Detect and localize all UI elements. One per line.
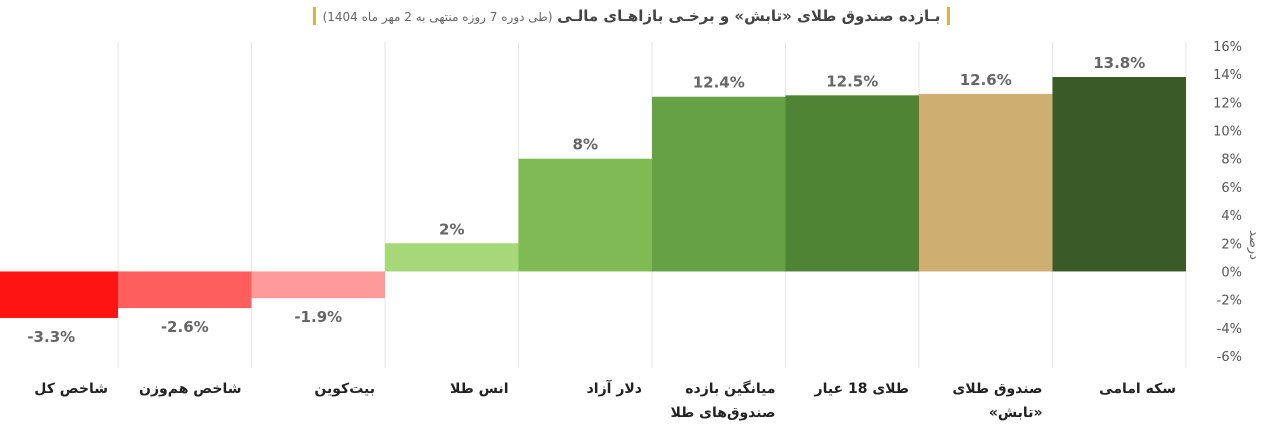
y-tick-label: 0% [1221, 265, 1242, 280]
value-labels: 13.8% 12.6% 12.5% 12.4% 8% 2% -1.9% -2.6% -3.3% [27, 54, 1145, 346]
bar [0, 271, 118, 318]
category-label: میانگین بازده [685, 380, 775, 397]
chart-subtitle: (طی دوره 7 روزه منتهی به 2 مهر ماه 1404) [322, 10, 553, 24]
y-tick-label: 4% [1221, 209, 1242, 224]
category-label: طلای 18 عیار [814, 381, 909, 397]
data-label: 12.4% [693, 74, 745, 92]
data-label: 8% [573, 136, 598, 154]
data-label: 12.5% [826, 72, 878, 90]
chart-title-main: بـازده صندوق طلای «تابش» و برخـی بازاهـا… [557, 7, 941, 25]
y-tick-label: 10% [1213, 125, 1242, 140]
category-label: انس طلا [450, 381, 509, 397]
category-label: بیت‌کوین [314, 381, 375, 397]
category-label: شاخص کل [34, 381, 108, 397]
data-label: 13.8% [1093, 54, 1145, 72]
data-label: 12.6% [960, 71, 1012, 89]
chart-title: بـازده صندوق طلای «تابش» و برخـی بازاهـا… [312, 7, 951, 25]
category-label: صندوق طلای [952, 381, 1042, 397]
category-label: صندوق‌های طلا [670, 405, 775, 421]
category-label: دلار آزاد [587, 379, 642, 397]
y-tick-label: 14% [1213, 68, 1242, 83]
data-label: -3.3% [27, 328, 75, 346]
y-tick-label: -4% [1217, 322, 1242, 337]
data-label: -1.9% [294, 308, 342, 326]
bar [919, 93, 1053, 272]
bar [652, 96, 786, 272]
bar [251, 271, 385, 299]
category-labels: سکه امامی صندوق طلای «تابش» طلای 18 عیار میا… [34, 379, 1176, 421]
y-tick-label: 16% [1213, 40, 1242, 55]
bars [0, 77, 1186, 318]
y-tick-label: -6% [1217, 350, 1242, 365]
bar [785, 95, 919, 272]
data-label: -2.6% [161, 318, 209, 336]
bar [118, 271, 252, 309]
bar [518, 158, 652, 272]
y-axis-title: درصد [1246, 230, 1261, 260]
bar [1052, 77, 1186, 272]
chart-title-wrap: بـازده صندوق طلای «تابش» و برخـی بازاهـا… [0, 6, 1263, 25]
category-label: «تابش» [989, 405, 1043, 421]
category-label: سکه امامی [1099, 381, 1176, 397]
y-tick-label: 12% [1213, 96, 1242, 111]
y-tick-label: -2% [1217, 294, 1242, 309]
data-label: 2% [439, 220, 464, 238]
y-tick-label: 2% [1221, 237, 1242, 252]
y-tick-label: 8% [1221, 153, 1242, 168]
category-label: شاخص هم‌وزن [139, 381, 241, 397]
bar [385, 243, 519, 272]
y-axis: 16% 14% 12% 10% 8% 6% 4% 2% 0% -2% -4% -6% درصد [1213, 40, 1261, 365]
y-tick-label: 6% [1221, 181, 1242, 196]
